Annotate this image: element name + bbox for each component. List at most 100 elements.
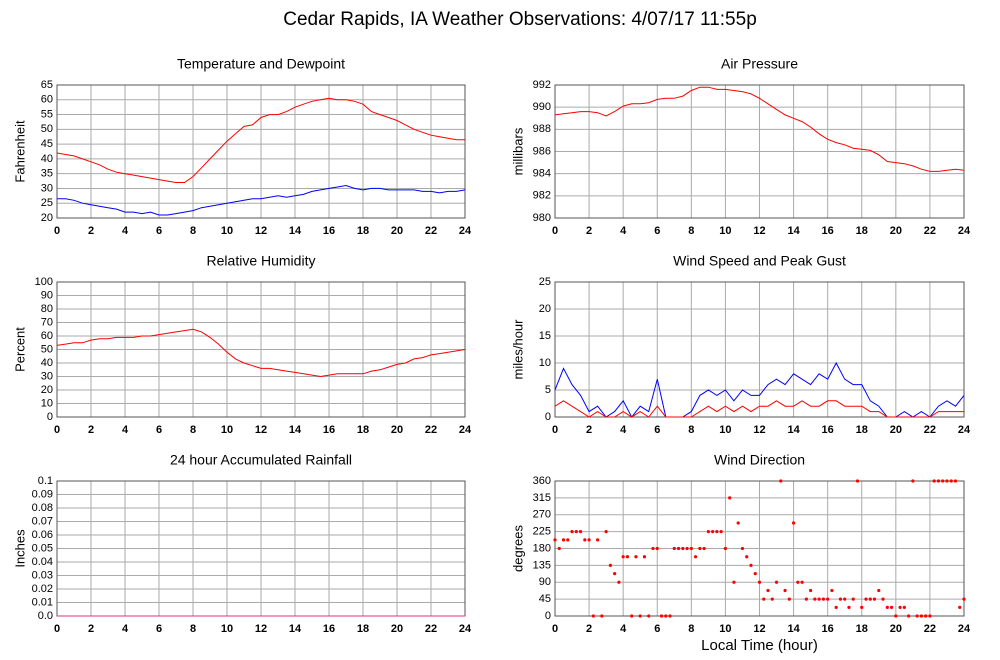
x-axis-label: Local Time (hour) xyxy=(701,637,818,654)
y-tick-label: 65 xyxy=(41,79,53,91)
direction-point xyxy=(941,479,945,483)
x-tick-label: 0 xyxy=(54,424,60,436)
y-tick-label: 990 xyxy=(533,101,551,113)
direction-point xyxy=(851,597,855,601)
y-axis-label: degrees xyxy=(510,525,525,572)
x-tick-label: 6 xyxy=(156,225,162,237)
x-tick-label: 8 xyxy=(190,225,196,237)
direction-point xyxy=(774,580,779,584)
x-tick-label: 4 xyxy=(122,424,129,436)
x-tick-label: 24 xyxy=(459,623,472,635)
chart-title: Air Pressure xyxy=(721,56,798,72)
y-tick-label: 10 xyxy=(539,357,551,369)
direction-point xyxy=(642,555,647,559)
direction-point xyxy=(868,597,872,601)
x-tick-label: 14 xyxy=(787,424,800,436)
x-tick-label: 8 xyxy=(688,225,694,237)
direction-point xyxy=(787,597,791,601)
direction-point xyxy=(860,605,864,609)
direction-point xyxy=(719,530,723,534)
direction-point xyxy=(834,605,838,609)
x-tick-label: 24 xyxy=(958,623,971,635)
x-tick-label: 8 xyxy=(688,424,694,436)
y-tick-label: 0.0 xyxy=(38,610,53,622)
direction-point xyxy=(783,588,787,593)
direction-point xyxy=(872,597,877,601)
direction-point xyxy=(889,605,894,609)
page-title: Cedar Rapids, IA Weather Observations: 4… xyxy=(283,9,757,30)
direction-point xyxy=(676,546,681,551)
y-tick-label: 10 xyxy=(41,397,53,409)
x-tick-label: 6 xyxy=(156,623,162,635)
direction-point xyxy=(809,588,813,593)
direction-point xyxy=(766,588,770,593)
x-tick-label: 6 xyxy=(654,623,660,635)
y-tick-label: 980 xyxy=(533,212,551,224)
y-tick-label: 0.09 xyxy=(32,488,53,500)
direction-point xyxy=(570,530,574,534)
y-tick-label: 100 xyxy=(35,276,53,288)
x-tick-label: 12 xyxy=(255,225,267,237)
direction-point xyxy=(608,563,612,567)
direction-point xyxy=(693,555,698,559)
x-tick-label: 12 xyxy=(753,623,765,635)
direction-point xyxy=(902,605,906,609)
x-tick-label: 16 xyxy=(822,424,834,436)
y-tick-label: 0 xyxy=(47,411,53,423)
direction-point xyxy=(932,479,936,483)
x-tick-label: 22 xyxy=(924,225,936,237)
x-tick-label: 10 xyxy=(719,623,731,635)
y-tick-label: 0 xyxy=(545,610,551,622)
y-tick-label: 25 xyxy=(41,197,53,209)
y-tick-label: 15 xyxy=(539,330,551,342)
x-tick-label: 10 xyxy=(719,424,731,436)
y-axis-label: miles/hour xyxy=(510,319,525,380)
direction-point xyxy=(830,588,834,593)
y-tick-label: 20 xyxy=(41,384,53,396)
y-tick-label: 982 xyxy=(533,190,551,202)
plot-border xyxy=(554,281,965,418)
direction-point xyxy=(578,530,583,534)
direction-point xyxy=(770,597,774,601)
chart-title: Wind Direction xyxy=(714,452,805,468)
direction-point xyxy=(672,546,676,551)
direction-point xyxy=(732,580,736,584)
x-tick-label: 2 xyxy=(586,424,592,436)
y-tick-label: 0.02 xyxy=(32,583,53,595)
x-tick-label: 24 xyxy=(958,424,971,436)
direction-point xyxy=(557,546,561,551)
y-tick-label: 0.08 xyxy=(32,502,53,514)
x-tick-label: 12 xyxy=(255,623,267,635)
y-tick-label: 40 xyxy=(41,357,53,369)
direction-point xyxy=(936,479,941,483)
x-tick-label: 16 xyxy=(822,623,834,635)
direction-point xyxy=(958,605,962,609)
direction-point xyxy=(847,605,851,609)
direction-point xyxy=(715,530,719,534)
series-line xyxy=(57,184,466,216)
direction-point xyxy=(728,496,732,500)
direction-point xyxy=(659,614,664,618)
x-tick-label: 24 xyxy=(958,225,971,237)
x-tick-label: 20 xyxy=(890,623,902,635)
direction-point xyxy=(779,479,783,483)
plot-border xyxy=(56,84,466,219)
x-tick-label: 4 xyxy=(620,225,627,237)
x-tick-label: 14 xyxy=(787,623,800,635)
x-tick-label: 24 xyxy=(459,225,472,237)
direction-point xyxy=(843,597,847,601)
x-tick-label: 22 xyxy=(924,623,936,635)
x-tick-label: 12 xyxy=(255,424,267,436)
x-tick-label: 18 xyxy=(357,225,369,237)
y-tick-label: 90 xyxy=(539,576,551,588)
x-tick-label: 18 xyxy=(357,424,369,436)
x-tick-label: 22 xyxy=(425,225,437,237)
direction-point xyxy=(621,555,625,559)
y-tick-label: 20 xyxy=(41,212,53,224)
direction-point xyxy=(553,538,557,542)
y-axis-label: millibars xyxy=(510,127,525,175)
direction-point xyxy=(826,597,830,601)
x-tick-label: 16 xyxy=(323,623,335,635)
direction-point xyxy=(583,538,587,542)
